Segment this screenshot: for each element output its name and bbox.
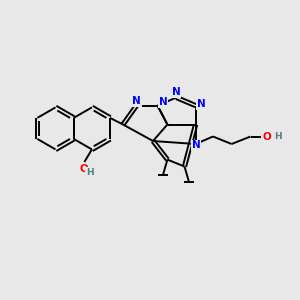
Text: N: N bbox=[132, 96, 141, 106]
Text: N: N bbox=[158, 97, 167, 107]
Text: H: H bbox=[86, 168, 94, 177]
Text: N: N bbox=[172, 87, 181, 98]
Text: N: N bbox=[196, 99, 206, 109]
Text: N: N bbox=[192, 140, 201, 151]
Text: O: O bbox=[262, 131, 271, 142]
Text: H: H bbox=[274, 132, 281, 141]
Text: O: O bbox=[80, 164, 88, 174]
